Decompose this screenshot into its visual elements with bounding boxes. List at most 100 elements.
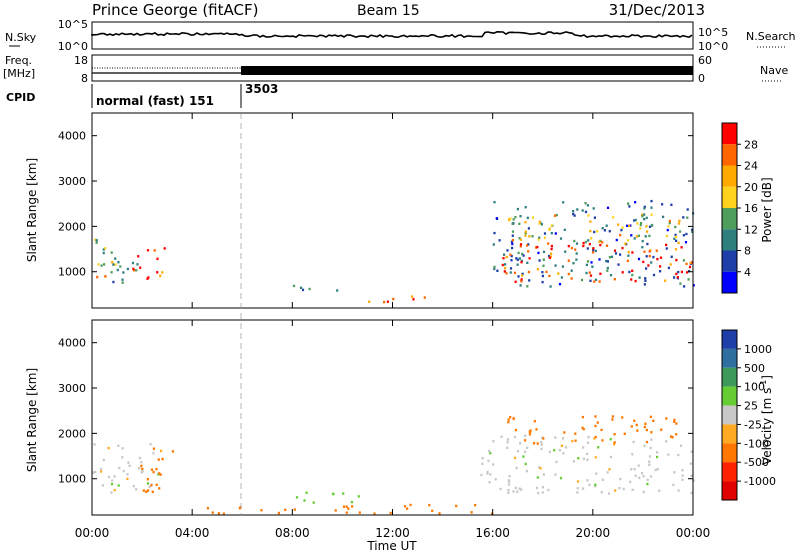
cpid-panel: CPID normal (fast) 151 3503 — [6, 82, 278, 108]
heatmap-cell — [509, 271, 512, 274]
heatmap-cell — [646, 482, 649, 486]
heatmap-cell — [645, 267, 648, 270]
heatmap-cell — [654, 468, 657, 472]
heatmap-cell — [211, 511, 214, 514]
date-label: 31/Dec/2013 — [609, 1, 705, 19]
heatmap-cell — [121, 456, 124, 459]
heatmap-cell — [572, 210, 575, 213]
freq-label-2: [MHz] — [3, 67, 35, 80]
heatmap-cell — [643, 283, 646, 286]
heatmap-cell — [690, 491, 693, 495]
nave-tick-top: 60 — [698, 54, 712, 67]
heatmap-cell — [598, 258, 601, 261]
heatmap-cell — [621, 416, 624, 419]
colorbar-segment — [722, 348, 737, 368]
heatmap-cell — [659, 256, 663, 259]
heatmap-cell — [605, 259, 608, 263]
heatmap-cell — [499, 487, 502, 491]
heatmap-cell — [644, 422, 647, 425]
heatmap-cell — [351, 505, 354, 508]
heatmap-cell — [681, 474, 684, 477]
heatmap-cell — [535, 486, 539, 490]
heatmap-cell — [524, 450, 527, 453]
heatmap-cell — [100, 264, 103, 267]
heatmap-cell — [691, 228, 694, 231]
heatmap-cell — [553, 214, 557, 217]
heatmap-cell — [627, 239, 630, 242]
heatmap-cell — [295, 496, 299, 499]
heatmap-cell — [510, 254, 513, 258]
heatmap-cell — [548, 254, 551, 258]
heatmap-cell — [605, 244, 609, 247]
heatmap-cell — [560, 444, 563, 447]
velocity-y-label: Slant Range [km] — [25, 368, 39, 472]
heatmap-cell — [593, 437, 596, 440]
heatmap-cell — [626, 224, 629, 227]
heatmap-cell — [524, 231, 527, 235]
heatmap-cell — [590, 261, 593, 264]
heatmap-cell — [617, 263, 620, 266]
heatmap-cell — [217, 512, 221, 515]
heatmap-cell — [680, 246, 683, 249]
heatmap-cell — [100, 470, 103, 473]
heatmap-cell — [524, 206, 527, 209]
nave-dense-block — [241, 66, 693, 75]
heatmap-cell — [617, 223, 620, 226]
heatmap-cell — [541, 486, 544, 489]
heatmap-cell — [112, 263, 115, 266]
heatmap-cell — [587, 435, 590, 439]
heatmap-cell — [474, 503, 477, 507]
heatmap-cell — [652, 255, 655, 259]
heatmap-cell — [423, 296, 426, 299]
power-x-ticks — [91, 113, 694, 308]
heatmap-cell — [526, 216, 529, 220]
heatmap-cell — [557, 272, 560, 275]
heatmap-cell — [117, 444, 120, 447]
heatmap-cell — [150, 484, 153, 487]
heatmap-cell — [619, 477, 622, 481]
heatmap-cell — [667, 453, 670, 456]
heatmap-cell — [601, 241, 604, 244]
heatmap-cell — [509, 267, 513, 270]
heatmap-cell — [542, 473, 545, 476]
heatmap-cell — [648, 225, 652, 228]
velocity-x-ticks — [91, 320, 694, 515]
heatmap-cell — [511, 222, 514, 225]
y-tick-label: 2000 — [58, 427, 86, 440]
heatmap-cell — [681, 469, 684, 472]
heatmap-cell — [673, 471, 676, 474]
heatmap-cell — [665, 243, 668, 247]
heatmap-cell — [122, 271, 125, 274]
heatmap-cell — [118, 466, 121, 470]
colorbar-tick-label: 20 — [744, 181, 758, 194]
heatmap-cell — [495, 217, 498, 220]
heatmap-cell — [139, 266, 142, 269]
heatmap-cell — [342, 505, 346, 508]
heatmap-cell — [500, 435, 503, 438]
heatmap-cell — [515, 257, 518, 260]
heatmap-cell — [222, 512, 225, 515]
heatmap-cell — [581, 426, 584, 430]
heatmap-cell — [643, 207, 646, 210]
heatmap-cell — [594, 278, 598, 281]
colorbar-tick-label: 25 — [744, 400, 758, 413]
heatmap-cell — [542, 250, 546, 254]
heatmap-cell — [559, 476, 563, 480]
heatmap-cell — [93, 443, 96, 446]
heatmap-cell — [470, 511, 473, 514]
heatmap-cell — [126, 477, 129, 481]
heatmap-cell — [574, 432, 577, 435]
heatmap-cell — [514, 428, 517, 432]
heatmap-cell — [630, 468, 633, 471]
heatmap-cell — [601, 227, 604, 230]
heatmap-cell — [660, 428, 663, 431]
heatmap-cell — [491, 512, 494, 515]
y-tick-label: 4000 — [58, 130, 86, 143]
heatmap-cell — [107, 475, 110, 479]
heatmap-cell — [533, 420, 536, 423]
heatmap-cell — [136, 263, 139, 266]
heatmap-cell — [527, 250, 530, 253]
heatmap-cell — [292, 284, 296, 288]
heatmap-cell — [406, 507, 409, 510]
heatmap-cell — [686, 216, 689, 219]
